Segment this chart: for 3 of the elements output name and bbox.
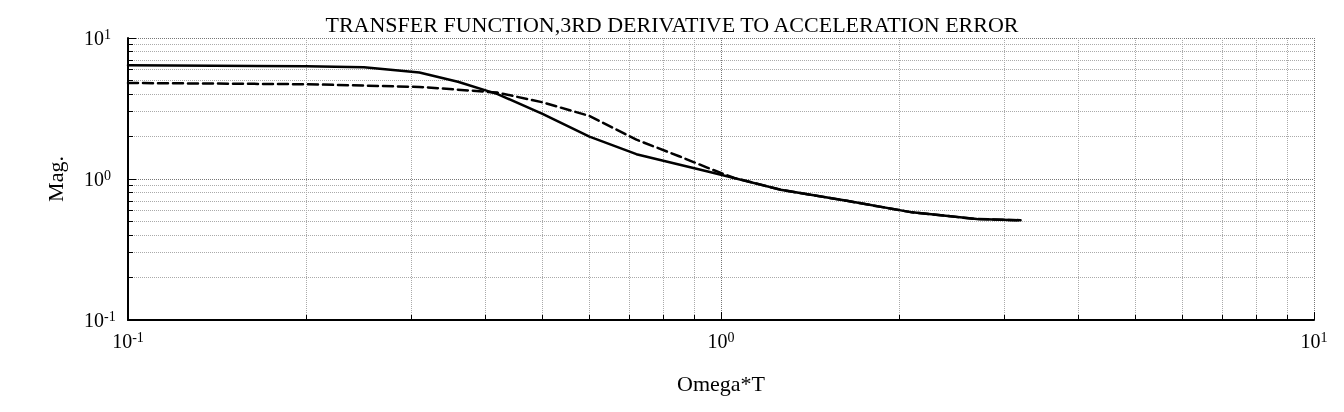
chart-title: TRANSFER FUNCTION,3RD DERIVATIVE TO ACCELERATION ERROR bbox=[325, 11, 1019, 37]
y-axis-title: Mag. bbox=[42, 156, 68, 202]
x-axis-title: Omega*T bbox=[677, 370, 766, 396]
